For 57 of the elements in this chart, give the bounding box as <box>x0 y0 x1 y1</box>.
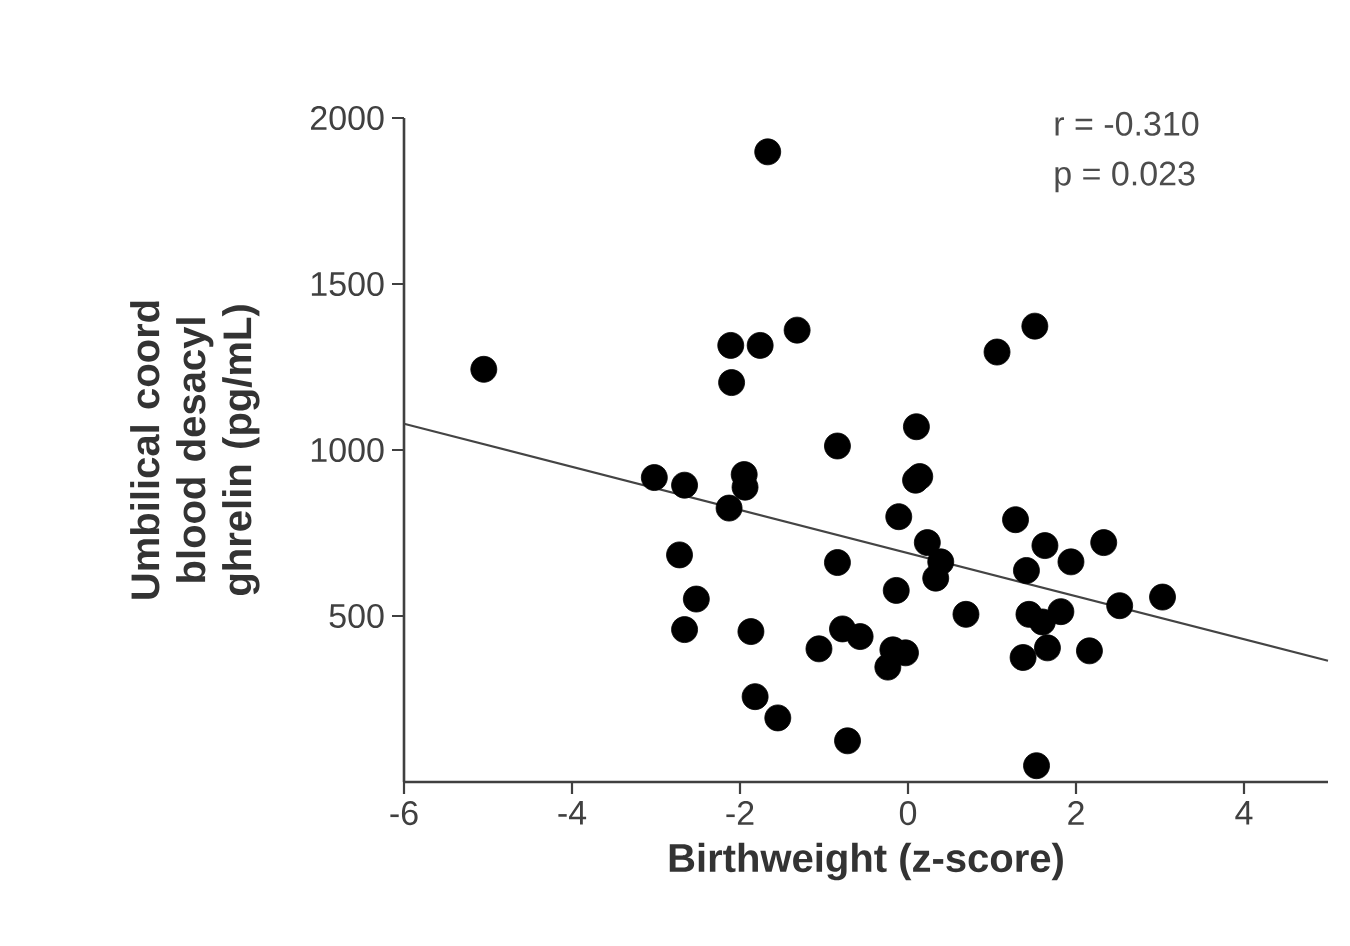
point <box>741 683 769 711</box>
point <box>717 332 745 359</box>
point <box>1021 312 1049 340</box>
point <box>783 316 811 344</box>
point <box>1106 592 1134 620</box>
x-tick-label: -6 <box>390 801 418 826</box>
point <box>882 577 910 604</box>
point <box>1009 644 1037 671</box>
point <box>737 618 765 645</box>
point <box>746 332 774 359</box>
y-tick-label: 500 <box>329 603 384 629</box>
point <box>666 541 693 569</box>
x-tick-label: 4 <box>1235 801 1253 825</box>
point <box>470 355 498 383</box>
point <box>846 623 874 650</box>
y-axis-title: Umbilical coord blood desacyl ghrelin (pg/mL) <box>130 301 260 599</box>
point <box>824 432 851 460</box>
point <box>874 653 902 681</box>
point <box>834 727 861 755</box>
point <box>906 463 934 490</box>
point <box>1034 634 1061 662</box>
x-tick-label: 0 <box>899 801 917 826</box>
point <box>1076 637 1103 665</box>
point <box>640 464 668 491</box>
point <box>754 138 782 166</box>
y-tick-label: 1000 <box>311 437 384 463</box>
x-tick-label: -2 <box>726 801 754 825</box>
point <box>1090 529 1118 557</box>
point <box>718 369 745 396</box>
point <box>913 529 941 557</box>
point <box>1023 752 1050 780</box>
point <box>764 704 792 732</box>
point <box>885 503 913 531</box>
annotation: r = -0.310 <box>1055 111 1199 136</box>
point <box>805 635 833 663</box>
y-tick-label: 2000 <box>311 105 384 131</box>
point <box>671 616 698 643</box>
point <box>983 338 1011 366</box>
point <box>1047 598 1075 626</box>
y-tick-label: 1500 <box>311 271 384 297</box>
point <box>1057 548 1085 576</box>
point <box>1013 557 1040 584</box>
point <box>1002 506 1029 534</box>
point <box>1029 608 1056 636</box>
point <box>1149 583 1176 611</box>
point <box>824 549 851 576</box>
x-tick-label: -4 <box>558 801 587 825</box>
point <box>1031 532 1059 559</box>
x-tick-label: 2 <box>1068 801 1084 825</box>
point <box>715 494 743 522</box>
x-axis-title: Birthweight (z-score) <box>669 842 1063 881</box>
point <box>922 564 950 592</box>
point <box>952 600 980 628</box>
point <box>682 585 710 613</box>
annotation: p = 0.023 <box>1055 161 1195 193</box>
point <box>671 471 698 499</box>
point <box>903 413 930 441</box>
